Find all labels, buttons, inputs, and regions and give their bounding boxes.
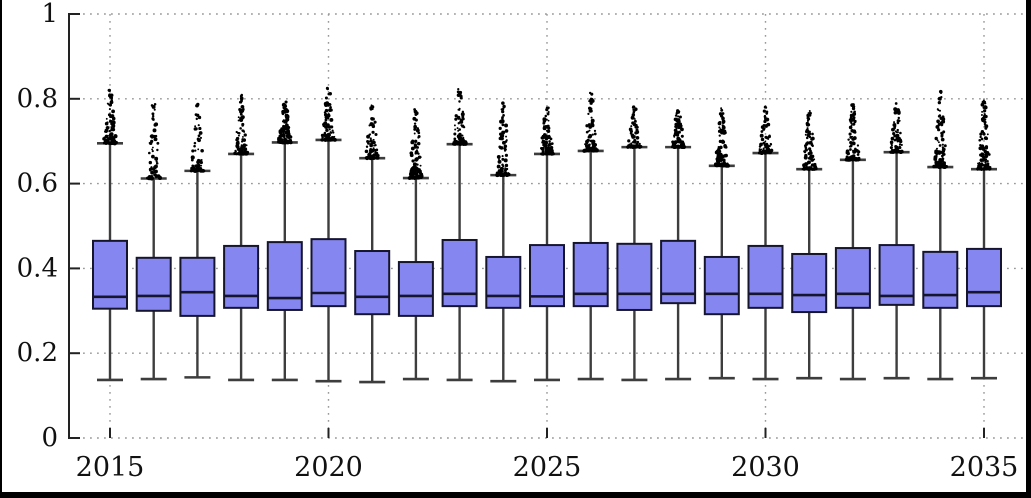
box-group-2017 xyxy=(179,102,216,379)
x-tick-label: 2020 xyxy=(294,452,363,483)
box-group-2020 xyxy=(310,86,347,383)
box-2022 xyxy=(397,261,434,317)
box-group-2035 xyxy=(966,99,1002,380)
box-2032 xyxy=(834,247,871,309)
box-2017 xyxy=(179,256,216,317)
y-tick-label: 1 xyxy=(41,0,58,29)
box-2035 xyxy=(966,247,1002,308)
box-2016 xyxy=(135,256,172,312)
y-tick-label: 0.8 xyxy=(17,84,58,114)
box-group-2016 xyxy=(135,103,172,381)
box-group-2030 xyxy=(747,105,784,381)
box-2031 xyxy=(791,252,828,314)
box-2015 xyxy=(92,239,128,310)
x-tick-label: 2030 xyxy=(731,452,800,483)
box-2021 xyxy=(354,250,391,316)
box-group-2034 xyxy=(922,89,959,381)
box-2034 xyxy=(922,250,959,309)
box-group-2021 xyxy=(354,104,391,384)
box-group-2027 xyxy=(616,105,653,382)
box-2027 xyxy=(616,242,653,311)
box-group-2015 xyxy=(92,88,128,382)
box-group-2028 xyxy=(660,109,697,381)
box-2020 xyxy=(310,238,347,308)
box-group-2033 xyxy=(878,102,915,380)
y-tick-label: 0 xyxy=(41,423,58,453)
box-2018 xyxy=(223,244,260,309)
box-group-2024 xyxy=(485,101,522,383)
box-group-2025 xyxy=(529,106,565,382)
box-2023 xyxy=(441,238,478,308)
y-axis: 0 0.2 0.4 0.6 0.8 1 xyxy=(17,0,80,453)
box-group-2023 xyxy=(441,87,478,382)
box-2030 xyxy=(747,244,784,309)
x-axis: 2015 2020 2025 2030 2035 xyxy=(76,428,1019,483)
box-2026 xyxy=(572,241,609,308)
y-tick-label: 0.4 xyxy=(17,253,58,283)
y-tick-label: 0.2 xyxy=(17,338,58,368)
box-2019 xyxy=(266,241,303,311)
box-group-2019 xyxy=(266,100,303,382)
box-group-2018 xyxy=(223,93,260,382)
y-tick-label: 0.6 xyxy=(17,169,58,199)
x-tick-label: 2015 xyxy=(76,452,145,483)
box-group-2029 xyxy=(703,107,740,380)
box-group-2032 xyxy=(834,103,871,381)
box-group-2022 xyxy=(397,108,434,381)
box-2029 xyxy=(703,255,740,316)
box-2024 xyxy=(485,255,522,309)
x-tick-label: 2025 xyxy=(513,452,582,483)
x-tick-label: 2035 xyxy=(950,452,1019,483)
box-group-2031 xyxy=(791,109,828,380)
gridlines xyxy=(69,13,1025,439)
box-group-2026 xyxy=(572,91,609,381)
